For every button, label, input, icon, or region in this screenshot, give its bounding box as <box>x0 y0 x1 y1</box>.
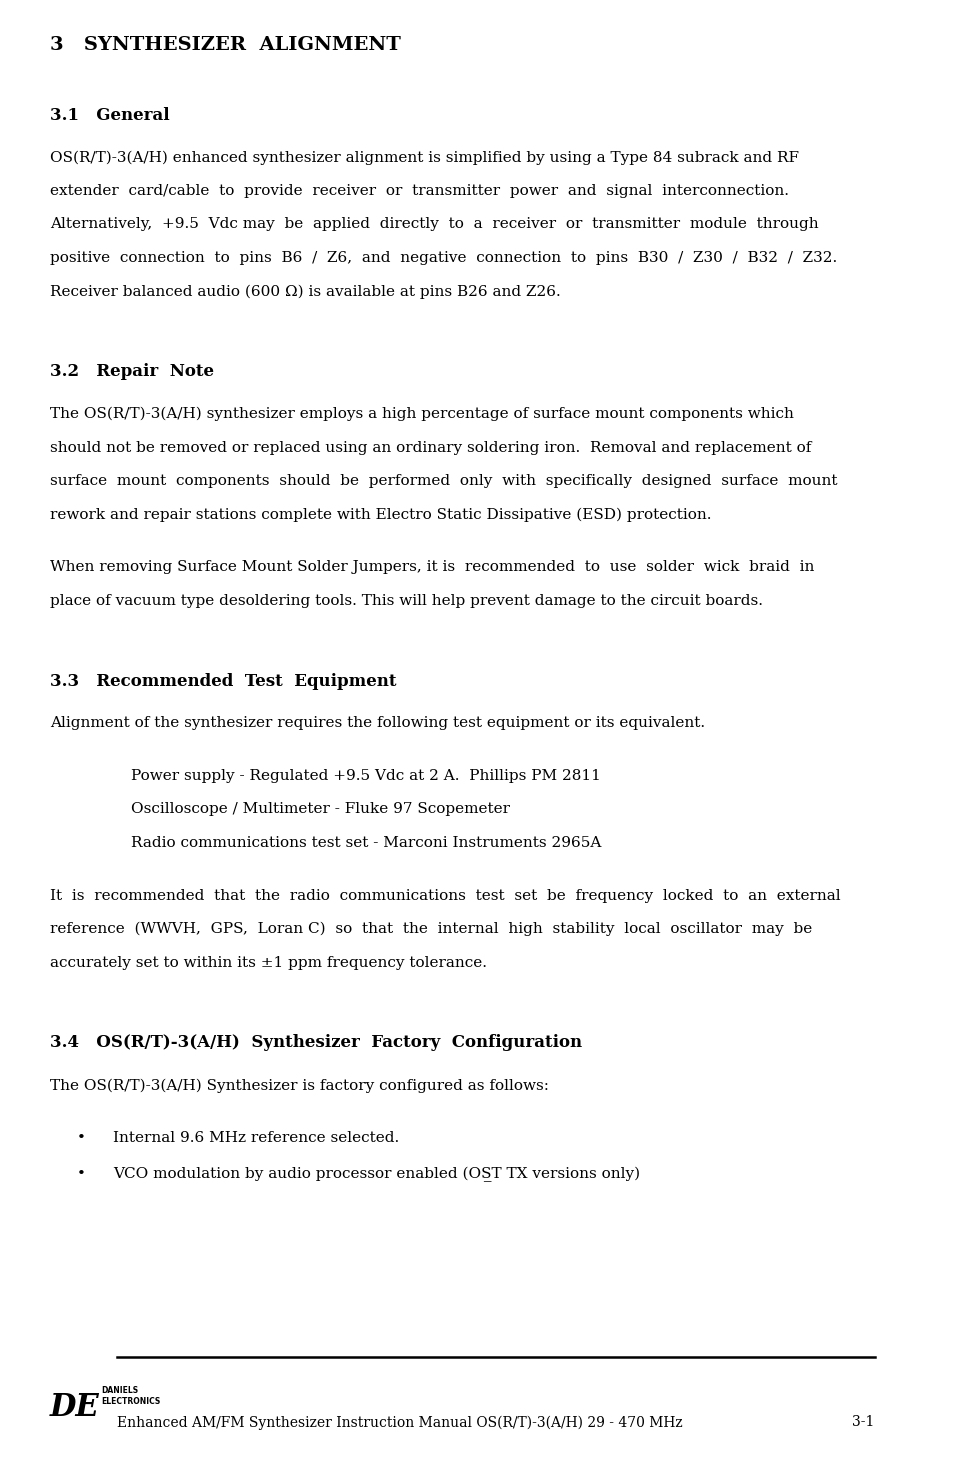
Text: 3-1: 3-1 <box>853 1415 874 1430</box>
Text: •: • <box>76 1131 86 1145</box>
Text: 3.4   OS(R/T)-3(A/H)  Synthesizer  Factory  Configuration: 3.4 OS(R/T)-3(A/H) Synthesizer Factory C… <box>50 1034 581 1052</box>
Text: The OS(R/T)-3(A/H) synthesizer employs a high percentage of surface mount compon: The OS(R/T)-3(A/H) synthesizer employs a… <box>50 407 793 422</box>
Text: 3   SYNTHESIZER  ALIGNMENT: 3 SYNTHESIZER ALIGNMENT <box>50 36 401 54</box>
Text: Receiver balanced audio (600 Ω) is available at pins B26 and Z26.: Receiver balanced audio (600 Ω) is avail… <box>50 285 561 299</box>
Text: should not be removed or replaced using an ordinary soldering iron.  Removal and: should not be removed or replaced using … <box>50 441 811 455</box>
Text: reference  (WWVH,  GPS,  Loran C)  so  that  the  internal  high  stability  loc: reference (WWVH, GPS, Loran C) so that t… <box>50 922 812 937</box>
Text: 3.3   Recommended  Test  Equipment: 3.3 Recommended Test Equipment <box>50 673 396 690</box>
Text: VCO modulation by audio processor enabled (OS̲T TX versions only): VCO modulation by audio processor enable… <box>112 1167 640 1182</box>
Text: extender  card/cable  to  provide  receiver  or  transmitter  power  and  signal: extender card/cable to provide receiver … <box>50 184 788 198</box>
Text: OS(R/T)-3(A/H) enhanced synthesizer alignment is simplified by using a Type 84 s: OS(R/T)-3(A/H) enhanced synthesizer alig… <box>50 150 798 165</box>
Text: Power supply - Regulated +9.5 Vdc at 2 A.  Phillips PM 2811: Power supply - Regulated +9.5 Vdc at 2 A… <box>131 769 601 783</box>
Text: accurately set to within its ±1 ppm frequency tolerance.: accurately set to within its ±1 ppm freq… <box>50 956 487 970</box>
Text: Enhanced AM/FM Synthesizer Instruction Manual OS(R/T)-3(A/H) 29 - 470 MHz: Enhanced AM/FM Synthesizer Instruction M… <box>117 1415 683 1430</box>
Text: rework and repair stations complete with Electro Static Dissipative (ESD) protec: rework and repair stations complete with… <box>50 508 711 522</box>
Text: Alternatively,  +9.5  Vdc may  be  applied  directly  to  a  receiver  or  trans: Alternatively, +9.5 Vdc may be applied d… <box>50 217 818 232</box>
Text: Radio communications test set - Marconi Instruments 2965A: Radio communications test set - Marconi … <box>131 836 601 851</box>
Text: The OS(R/T)-3(A/H) Synthesizer is factory configured as follows:: The OS(R/T)-3(A/H) Synthesizer is factor… <box>50 1078 549 1093</box>
Text: Internal 9.6 MHz reference selected.: Internal 9.6 MHz reference selected. <box>112 1131 399 1145</box>
Text: positive  connection  to  pins  B6  /  Z6,  and  negative  connection  to  pins : positive connection to pins B6 / Z6, and… <box>50 251 837 266</box>
Text: surface  mount  components  should  be  performed  only  with  specifically  des: surface mount components should be perfo… <box>50 474 837 489</box>
Text: 3.1   General: 3.1 General <box>50 107 169 124</box>
Text: •: • <box>76 1167 86 1182</box>
Text: DE: DE <box>50 1392 100 1423</box>
Text: place of vacuum type desoldering tools. This will help prevent damage to the cir: place of vacuum type desoldering tools. … <box>50 594 763 608</box>
Text: 3.2   Repair  Note: 3.2 Repair Note <box>50 363 214 381</box>
Text: When removing Surface Mount Solder Jumpers, it is  recommended  to  use  solder : When removing Surface Mount Solder Jumpe… <box>50 560 814 575</box>
Text: Oscilloscope / Multimeter - Fluke 97 Scopemeter: Oscilloscope / Multimeter - Fluke 97 Sco… <box>131 802 510 817</box>
Text: DANIELS
ELECTRONICS: DANIELS ELECTRONICS <box>101 1386 160 1406</box>
Text: Alignment of the synthesizer requires the following test equipment or its equiva: Alignment of the synthesizer requires th… <box>50 716 704 731</box>
Text: It  is  recommended  that  the  radio  communications  test  set  be  frequency : It is recommended that the radio communi… <box>50 889 840 903</box>
